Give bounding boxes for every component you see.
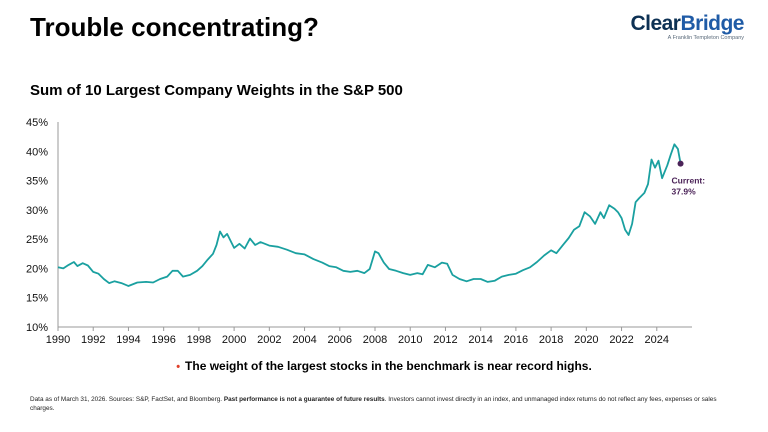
footnote-sources: Data as of March 31, 2026. Sources: S&P,… (30, 396, 224, 403)
x-tick-label: 1996 (151, 334, 175, 346)
x-tick-label: 2012 (433, 334, 457, 346)
x-tick-label: 2008 (363, 334, 387, 346)
x-tick-label: 1994 (116, 334, 140, 346)
y-tick-label: 15% (26, 293, 48, 305)
x-tick-label: 2014 (468, 334, 492, 346)
x-tick-label: 2020 (574, 334, 598, 346)
chart-title: Sum of 10 Largest Company Weights in the… (30, 82, 403, 99)
y-tick-label: 10% (26, 322, 48, 334)
current-value-label: 37.9% (672, 187, 697, 197)
x-tick-label: 2010 (398, 334, 422, 346)
current-label: Current: (672, 176, 706, 186)
x-tick-label: 2006 (328, 334, 352, 346)
logo-word-bridge: Bridge (680, 12, 744, 35)
slide-title: Trouble concentrating? (30, 12, 319, 42)
x-tick-label: 1998 (187, 334, 211, 346)
y-tick-label: 20% (26, 263, 48, 275)
bullet-icon: • (176, 361, 181, 373)
key-takeaway-text: The weight of the largest stocks in the … (185, 359, 592, 373)
x-tick-label: 2000 (222, 334, 246, 346)
x-tick-label: 2002 (257, 334, 281, 346)
logo-tagline: A Franklin Templeton Company (667, 35, 744, 41)
disclaimer-footnote: Data as of March 31, 2026. Sources: S&P,… (30, 396, 720, 413)
y-tick-label: 45% (26, 117, 48, 129)
x-tick-label: 2004 (292, 334, 316, 346)
footnote-performance-warning: Past performance is not a guarantee of f… (223, 396, 385, 403)
series-line (57, 143, 682, 287)
x-tick-label: 1992 (81, 334, 105, 346)
logo-word-clear: Clear (630, 12, 681, 35)
key-takeaway: • The weight of the largest stocks in the… (0, 359, 768, 373)
x-tick-label: 2022 (609, 334, 633, 346)
y-tick-label: 25% (26, 234, 48, 246)
y-tick-label: 30% (26, 205, 48, 217)
x-tick-label: 2016 (504, 334, 528, 346)
x-tick-label: 2018 (539, 334, 563, 346)
current-value-marker (677, 160, 684, 167)
logo-wordmark: ClearBridge (630, 13, 744, 34)
y-tick-label: 35% (26, 176, 48, 188)
footnote-disclaimer: . Investors cannot invest directly in an… (30, 396, 717, 412)
x-tick-label: 1990 (46, 334, 70, 346)
x-tick-label: 2024 (645, 334, 669, 346)
y-tick-label: 40% (26, 146, 48, 158)
clearbridge-logo: ClearBridge A Franklin Templeton Company (630, 13, 744, 41)
